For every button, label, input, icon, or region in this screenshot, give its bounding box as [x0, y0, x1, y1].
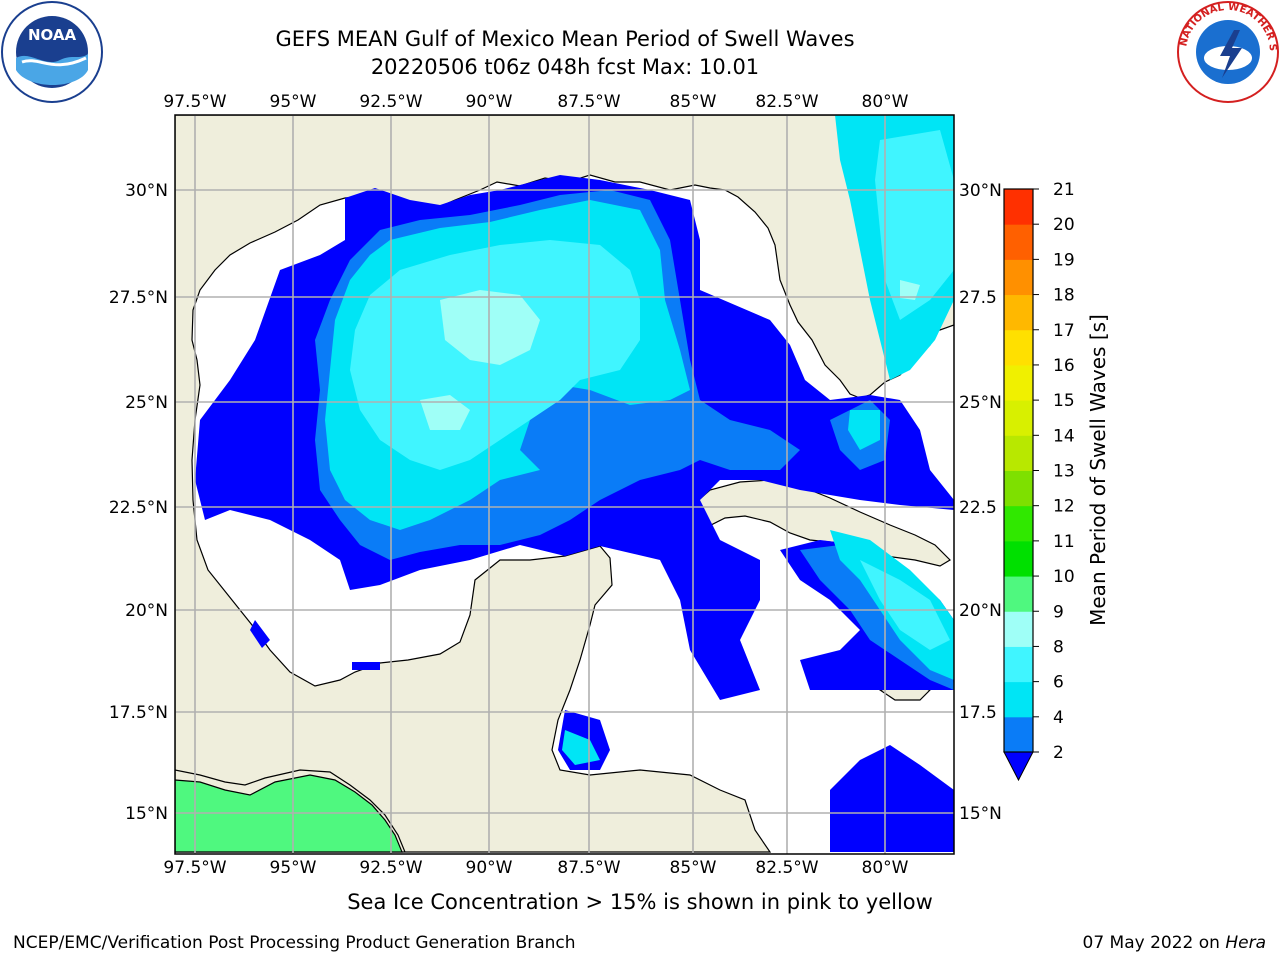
colorbar-tick-label: 11	[1053, 532, 1075, 552]
colorbar-label: Mean Period of Swell Waves [s]	[1086, 314, 1110, 626]
colorbar-segment	[1004, 611, 1033, 647]
lon-label-bottom: 92.5°W	[359, 858, 422, 878]
colorbar-tick-label: 18	[1053, 286, 1075, 306]
noaa-logo: NOAA	[1, 1, 103, 103]
footer-host: Hera	[1225, 933, 1266, 953]
colorbar: 2 4 6 8 9 10 11 12 13 14 15 16 17 18 19 20 21	[1003, 180, 1075, 782]
colorbar-segment	[1004, 435, 1033, 471]
colorbar-tick-label: 20	[1053, 215, 1075, 235]
lon-label-top: 97.5°W	[163, 92, 226, 112]
colorbar-segment	[1004, 224, 1033, 260]
colorbar-tick-label: 14	[1053, 426, 1075, 446]
colorbar-segment	[1004, 716, 1033, 753]
colorbar-tick-label: 10	[1053, 567, 1075, 587]
colorbar-segment	[1004, 646, 1033, 683]
colorbar-tick-label: 16	[1053, 356, 1075, 376]
footer-credit: NCEP/EMC/Verification Post Processing Pr…	[13, 933, 576, 953]
colorbar-tick-label: 6	[1053, 673, 1064, 693]
colorbar-tick-label: 9	[1053, 602, 1064, 622]
lon-label-top: 80°W	[862, 92, 909, 112]
lon-label-top: 95°W	[270, 92, 317, 112]
nws-logo: NATIONAL WEATHER SERVICE	[1176, 0, 1279, 103]
lon-label-bottom: 90°W	[466, 858, 513, 878]
colorbar-segment	[1004, 400, 1033, 436]
colorbar-tick-label: 17	[1053, 321, 1075, 341]
chart-subtitle: 20220506 t06z 048h fcst Max: 10.01	[370, 55, 760, 79]
svg-text:NOAA: NOAA	[28, 26, 77, 44]
lat-label-left: 20°N	[125, 601, 168, 621]
lat-label-left: 22.5°N	[109, 498, 168, 518]
colorbar-tick-label: 21	[1053, 180, 1075, 200]
lon-label-top: 82.5°W	[755, 92, 818, 112]
colorbar-tick-label: 8	[1053, 637, 1064, 657]
colorbar-segment	[1004, 681, 1033, 718]
colorbar-tick-label: 15	[1053, 391, 1075, 411]
colorbar-tick-label: 19	[1053, 250, 1075, 270]
tick-labels: 97.5°W 97.5°W 95°W 95°W 92.5°W 92.5°W 90°W 90°W…	[109, 92, 1002, 878]
lat-label-left: 17.5°N	[109, 703, 168, 723]
colorbar-tick-label: 2	[1053, 743, 1064, 763]
colorbar-segment	[1004, 470, 1033, 507]
colorbar-segment	[1004, 329, 1033, 366]
lat-label-right: 27.5	[959, 288, 997, 308]
lat-label-right: 30°N	[959, 181, 1002, 201]
lat-label-left: 27.5°N	[109, 288, 168, 308]
lon-label-top: 85°W	[670, 92, 717, 112]
colorbar-segment	[1004, 505, 1033, 542]
map-area	[175, 115, 954, 854]
lon-label-bottom: 87.5°W	[557, 858, 620, 878]
lat-label-right: 15°N	[959, 804, 1002, 824]
lat-label-right: 17.5	[959, 703, 997, 723]
swell-field-8-9s	[420, 280, 920, 430]
sea-ice-note: Sea Ice Concentration > 15% is shown in …	[347, 890, 933, 914]
colorbar-segment	[1004, 540, 1033, 577]
lat-label-left: 30°N	[125, 181, 168, 201]
footer-date-text: 07 May 2022 on	[1082, 933, 1226, 953]
lon-label-bottom: 95°W	[270, 858, 317, 878]
lat-label-right: 22.5	[959, 498, 997, 518]
lon-label-bottom: 80°W	[862, 858, 909, 878]
colorbar-segment	[1004, 259, 1033, 296]
map-frame	[174, 114, 955, 855]
lat-label-right: 25°N	[959, 393, 1002, 413]
lat-label-left: 15°N	[125, 804, 168, 824]
chart-title: GEFS MEAN Gulf of Mexico Mean Period of …	[275, 27, 855, 51]
colorbar-under-triangle	[1003, 751, 1034, 782]
graticule	[175, 115, 954, 854]
lat-label-left: 25°N	[125, 393, 168, 413]
colorbar-segment	[1004, 294, 1033, 331]
lon-label-bottom: 97.5°W	[163, 858, 226, 878]
colorbar-tick-label: 13	[1053, 462, 1075, 482]
colorbar-segment	[1004, 576, 1033, 612]
lon-label-top: 90°W	[466, 92, 513, 112]
lon-label-bottom: 82.5°W	[755, 858, 818, 878]
colorbar-tick-label: 12	[1053, 497, 1075, 517]
colorbar-segment	[1004, 364, 1033, 401]
lon-label-bottom: 85°W	[670, 858, 717, 878]
lat-label-right: 20°N	[959, 601, 1002, 621]
colorbar-segment	[1004, 189, 1033, 225]
colorbar-tick-label: 4	[1053, 708, 1064, 728]
lon-label-top: 92.5°W	[359, 92, 422, 112]
footer-date: 07 May 2022 on Hera	[1083, 933, 1267, 953]
lon-label-top: 87.5°W	[557, 92, 620, 112]
